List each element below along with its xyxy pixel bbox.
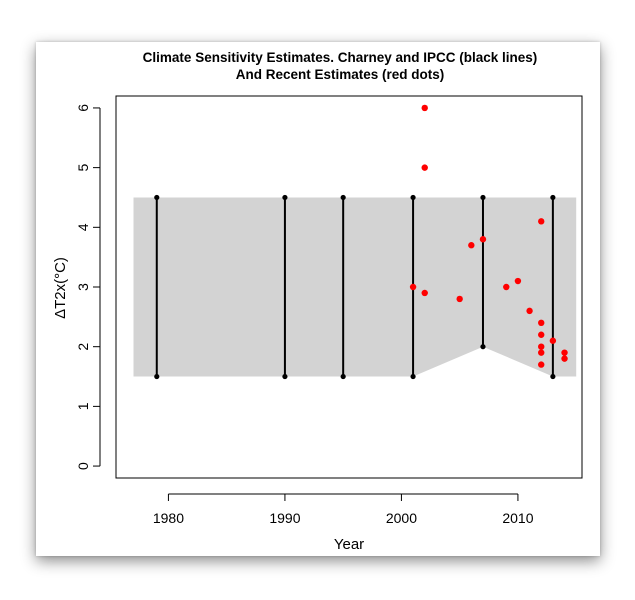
x-tick-label-1980: 1980 <box>153 510 184 526</box>
range-low-point-2001 <box>410 373 416 380</box>
y-tick-label-1: 1 <box>75 402 91 410</box>
estimate-point-4 <box>456 295 463 303</box>
plot-box <box>115 95 583 479</box>
estimate-point-9 <box>526 307 533 315</box>
estimate-point-15 <box>538 361 545 368</box>
estimate-point-8 <box>514 277 522 285</box>
range-high-point-2001 <box>410 194 416 201</box>
y-tick-label-5: 5 <box>75 163 91 171</box>
range-high-point-1990 <box>282 194 288 201</box>
range-high-point-1979 <box>154 194 160 201</box>
estimate-point-7 <box>503 283 510 291</box>
x-tick-label-2010: 2010 <box>502 510 533 526</box>
x-tick-label-1990: 1990 <box>269 510 300 526</box>
range-low-point-1990 <box>282 373 288 380</box>
estimate-point-17 <box>561 349 568 356</box>
estimate-point-16 <box>549 337 557 344</box>
range-high-point-2013 <box>550 194 556 201</box>
range-band-layer <box>133 197 577 377</box>
estimates-layer <box>409 104 568 368</box>
estimate-point-14 <box>538 349 545 356</box>
range-low-point-2007 <box>480 344 486 350</box>
chart-subtitle: And Recent Estimates (red dots) <box>236 67 445 82</box>
axes-layer: 1980 1990 2000 2010 0 1 2 3 4 5 6 <box>75 104 534 526</box>
estimate-point-3 <box>421 289 428 297</box>
range-low-point-1979 <box>154 373 160 380</box>
estimate-point-11 <box>538 319 545 327</box>
range-low-point-1995 <box>340 373 346 380</box>
range-band <box>133 197 577 377</box>
y-tick-label-3: 3 <box>75 283 91 291</box>
estimate-point-6 <box>479 236 487 243</box>
y-tick-label-4: 4 <box>75 223 91 231</box>
y-tick-label-2: 2 <box>75 343 91 351</box>
range-low-point-2013 <box>550 373 556 380</box>
estimate-point-12 <box>538 331 545 338</box>
estimate-point-13 <box>538 343 545 350</box>
x-axis-label: Year <box>334 536 364 553</box>
y-tick-label-0: 0 <box>75 462 91 470</box>
y-tick-label-6: 6 <box>75 104 91 112</box>
x-tick-label-2000: 2000 <box>386 510 417 526</box>
estimate-point-1 <box>421 104 428 112</box>
estimate-point-5 <box>468 242 475 249</box>
range-high-point-1995 <box>340 194 346 201</box>
estimate-point-2 <box>421 164 428 171</box>
y-axis-label: ΔT2x(°C) <box>52 257 69 319</box>
estimate-point-10 <box>538 218 545 225</box>
estimate-point-0 <box>409 283 417 291</box>
range-high-point-2007 <box>480 194 486 201</box>
estimate-point-18 <box>561 355 568 362</box>
chart-title: Climate Sensitivity Estimates. Charney a… <box>143 50 538 65</box>
